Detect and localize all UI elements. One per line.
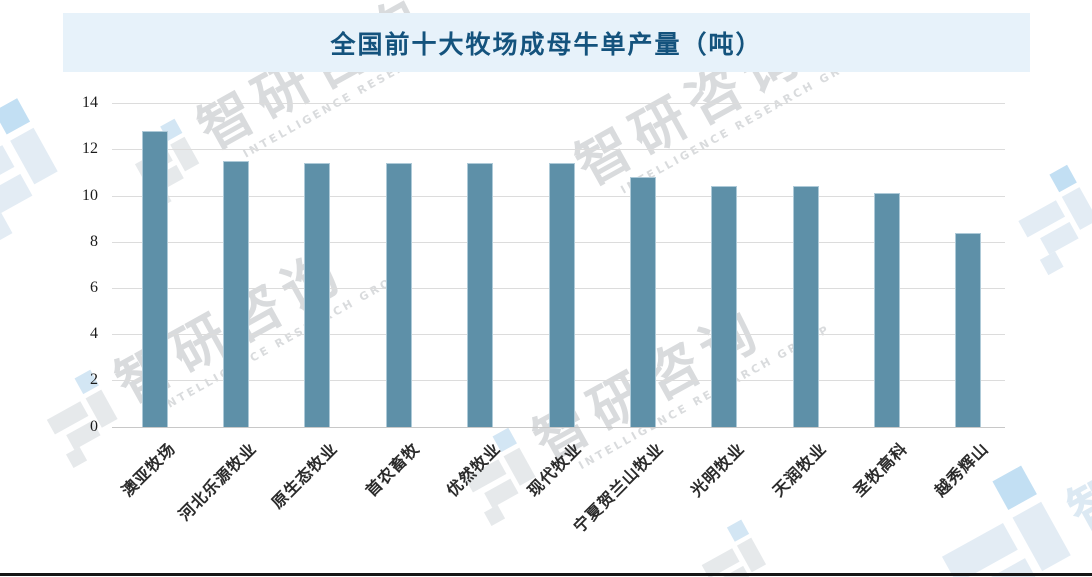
y-tick-label: 10 bbox=[82, 186, 98, 204]
chart-title-banner: 全国前十大牧场成母牛单产量（吨） bbox=[63, 13, 1030, 72]
chart-title: 全国前十大牧场成母牛单产量（吨） bbox=[330, 31, 763, 59]
gridline bbox=[112, 149, 1005, 151]
x-category-label: 天润牧业 bbox=[768, 438, 830, 501]
y-tick-label: 14 bbox=[82, 94, 98, 112]
x-category-label: 越秀辉山 bbox=[931, 438, 993, 501]
x-category-label: 澳亚牧场 bbox=[117, 438, 179, 501]
x-category-label: 优然牧业 bbox=[442, 438, 505, 501]
y-tick-label: 2 bbox=[90, 371, 98, 389]
y-tick-label: 4 bbox=[90, 325, 98, 343]
bar-宁夏贺兰山牧业 bbox=[629, 177, 656, 427]
y-tick-label: 6 bbox=[90, 279, 98, 296]
x-category-label: 圣牧高科 bbox=[849, 438, 912, 501]
gridline bbox=[112, 103, 1005, 105]
bar-天润牧业 bbox=[792, 186, 819, 427]
y-tick-label: 12 bbox=[82, 140, 98, 158]
bar-光明牧业 bbox=[711, 186, 738, 427]
bar-现代牧业 bbox=[548, 163, 575, 427]
bar-越秀辉山 bbox=[955, 232, 982, 427]
bar-澳亚牧场 bbox=[141, 130, 168, 427]
bar-河北乐源牧业 bbox=[223, 160, 249, 427]
y-tick-label: 8 bbox=[90, 232, 98, 250]
x-category-label: 河北乐源牧业 bbox=[174, 438, 261, 525]
bar-原生态牧业 bbox=[304, 163, 331, 427]
x-category-label: 首农畜牧 bbox=[361, 438, 424, 501]
bar-优然牧业 bbox=[467, 163, 494, 427]
x-category-label: 光明牧业 bbox=[686, 438, 749, 501]
x-axis-line bbox=[112, 426, 1005, 428]
x-category-label: 现代牧业 bbox=[524, 438, 586, 501]
bar-圣牧高科 bbox=[874, 193, 900, 427]
bar-首农畜牧 bbox=[385, 163, 412, 427]
y-tick-label: 0 bbox=[90, 417, 98, 435]
bottom-divider-line bbox=[0, 573, 1092, 576]
x-category-label: 原生态牧业 bbox=[268, 438, 342, 513]
